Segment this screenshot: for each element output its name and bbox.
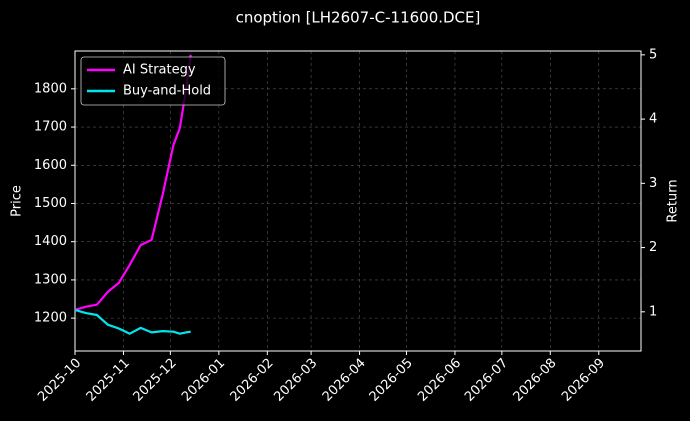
- y2-tick-label: 2: [649, 240, 657, 255]
- y2-tick-label: 4: [649, 112, 657, 127]
- y-tick-label: 1800: [34, 81, 67, 96]
- y-tick-label: 1200: [34, 311, 67, 326]
- y-tick-label: 1700: [34, 120, 67, 135]
- y2-tick-label: 5: [649, 47, 657, 62]
- y-tick-label: 1400: [34, 234, 67, 249]
- legend-box: [80, 56, 226, 106]
- series-line: [74, 308, 191, 335]
- chart-title: cnoption [LH2607-C-11600.DCE]: [236, 9, 481, 27]
- legend-label: Buy-and-Hold: [123, 84, 211, 99]
- y-tick-label: 1300: [34, 272, 67, 287]
- y2-tick-label: 3: [649, 176, 657, 191]
- y2-tick-label: 1: [649, 304, 657, 319]
- legend: AI Strategy Buy-and-Hold: [80, 56, 226, 106]
- legend-label: AI Strategy: [123, 63, 196, 78]
- y-axis-label: Price: [10, 185, 25, 217]
- plot-frame: [74, 50, 642, 352]
- y2-axis-label: Return: [666, 179, 681, 222]
- series-line: [74, 54, 192, 311]
- y-tick-label: 1600: [34, 158, 67, 173]
- y-tick-label: 1500: [34, 196, 67, 211]
